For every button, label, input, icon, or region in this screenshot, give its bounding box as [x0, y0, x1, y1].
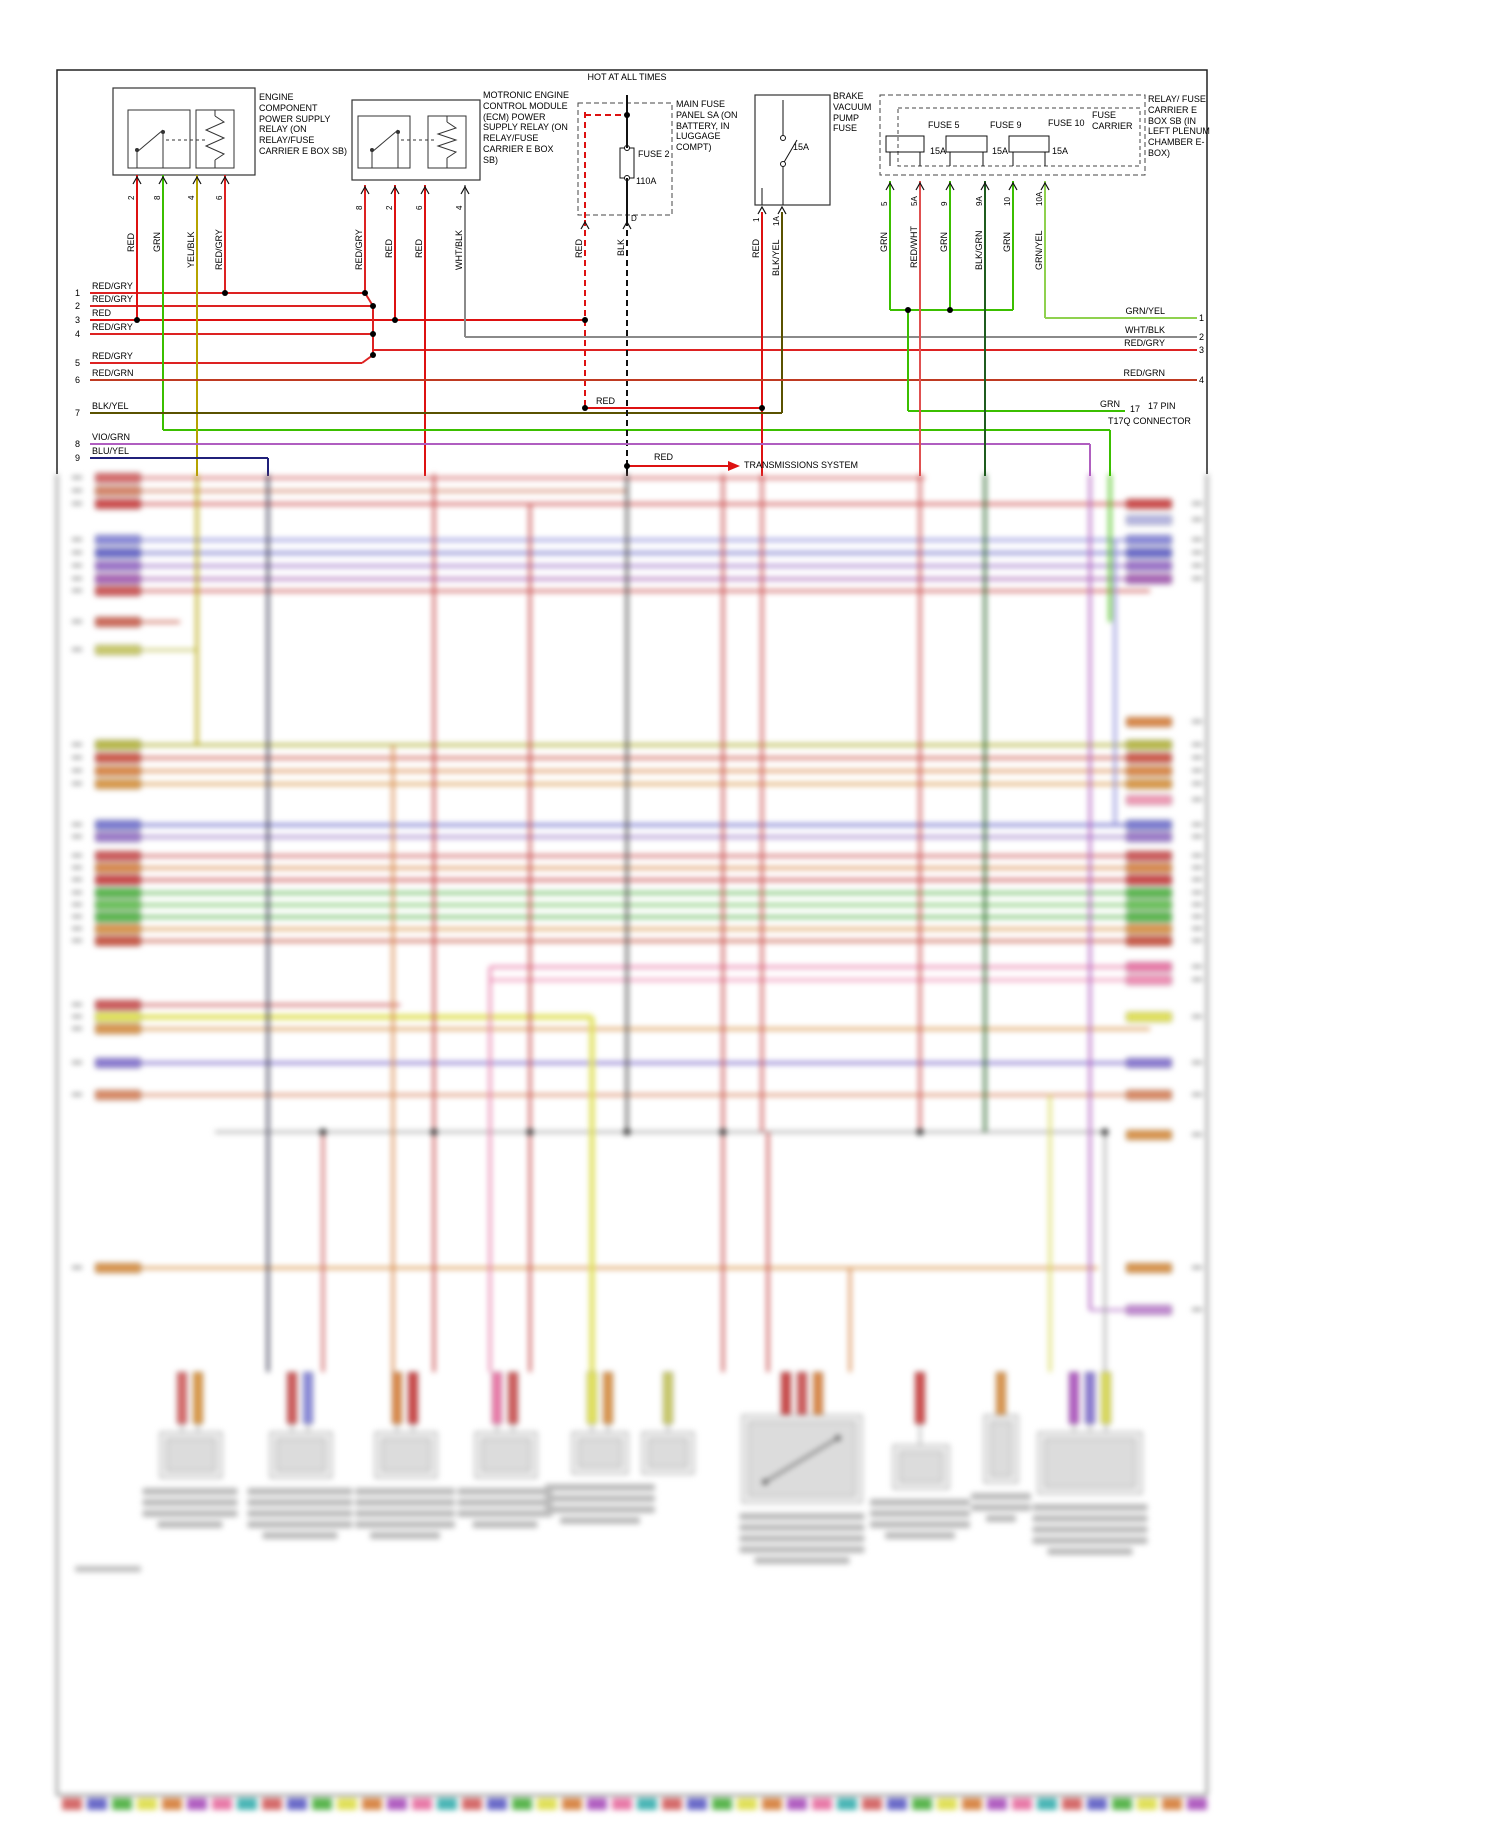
red-transmissions-label: RED	[654, 452, 674, 462]
carrier-pin-10a: 10A	[1035, 191, 1044, 206]
left-pin-8-wire: VIO/GRN	[92, 432, 131, 442]
left-pin-7-wire: BLK/YEL	[92, 401, 129, 411]
left-pin-1-wire: RED/GRY	[92, 281, 133, 291]
ecm-wire-redgry: RED/GRY	[354, 229, 364, 270]
ecm-pin-6: 6	[415, 205, 424, 210]
right-pin-2-number: 2	[1198, 332, 1204, 342]
engine-wire-redgry: RED/GRY	[214, 229, 224, 270]
engine-wire-yelblk: YEL/BLK	[186, 231, 196, 268]
brake-wire-blkyel: BLK/YEL	[771, 239, 781, 276]
left-pin-7-number: 7	[74, 408, 80, 418]
fuse2-name: FUSE 2	[638, 149, 670, 159]
fuse-carrier-inner-label: FUSE CARRIER	[1092, 110, 1133, 131]
left-pin-5-wire: RED/GRY	[92, 351, 133, 361]
brake-pin-1a: 1A	[772, 216, 781, 226]
carrier-wire-redwht: RED/WHT	[909, 226, 919, 268]
left-pin-2-wire: RED/GRY	[92, 294, 133, 304]
connector-17pin-label: 17 PIN	[1148, 401, 1176, 411]
right-pin-1-wire: GRN/YEL	[1125, 306, 1165, 316]
left-pin-9-wire: BLU/YEL	[92, 446, 130, 456]
brake-pin-1: 1	[752, 217, 761, 222]
engine-pin-8: 8	[153, 195, 162, 200]
right-pin-4-wire: RED/GRN	[1123, 368, 1165, 378]
main-fuse-pin-d: D	[631, 214, 637, 223]
right-pin-1-number: 1	[1198, 313, 1204, 323]
engine-relay-label: ENGINE COMPONENT POWER SUPPLY RELAY (ON …	[259, 92, 348, 156]
fuse5-amps: 15A	[930, 146, 947, 156]
ecm-pin-2: 2	[385, 205, 394, 210]
right-pin-3-number: 3	[1198, 345, 1204, 355]
left-pin-9-number: 9	[74, 453, 80, 463]
transmissions-system-label: TRANSMISSIONS SYSTEM	[744, 460, 859, 470]
carrier-pin-5: 5	[880, 201, 889, 206]
carrier-wire-grn3: GRN	[1002, 232, 1012, 252]
ecm-pin-8: 8	[355, 205, 364, 210]
fuse10-amps: 15A	[1052, 146, 1069, 156]
ecm-wire-red1: RED	[384, 238, 394, 258]
engine-pin-2: 2	[127, 195, 136, 200]
right-pin-3-wire: RED/GRY	[1124, 338, 1165, 348]
engine-pin-4: 4	[187, 195, 196, 200]
red-segment-label: RED	[596, 396, 616, 406]
engine-pin-6: 6	[215, 195, 224, 200]
mainfuse-wire-blk: BLK	[616, 238, 626, 256]
carrier-pin-9: 9	[940, 201, 949, 206]
left-pin-3-number: 3	[74, 315, 80, 325]
brake-wire-red: RED	[751, 238, 761, 258]
right-pin-17-wire: GRN	[1100, 399, 1120, 409]
ecm-relay-label: MOTRONIC ENGINE CONTROL MODULE (ECM) POW…	[483, 90, 570, 165]
carrier-pin-5a: 5A	[910, 196, 919, 206]
mainfuse-wire-red: RED	[574, 238, 584, 258]
hot-at-all-times-label: HOT AT ALL TIMES	[587, 72, 667, 82]
connector-t17q-label: T17Q CONNECTOR	[1108, 416, 1191, 426]
brake-fuse-amps: 15A	[793, 142, 810, 152]
ecm-wire-whtblk: WHT/BLK	[454, 229, 464, 270]
fuse10-name: FUSE 10	[1048, 118, 1085, 128]
carrier-wire-grnyel: GRN/YEL	[1034, 230, 1044, 270]
left-pin-1-number: 1	[74, 288, 80, 298]
ecm-wire-red2: RED	[414, 238, 424, 258]
fuse2-amps: 110A	[636, 176, 657, 186]
fuse9-amps: 15A	[992, 146, 1009, 156]
main-fuse-panel-label: MAIN FUSE PANEL SA (ON BATTERY, IN LUGGA…	[676, 99, 738, 153]
carrier-wire-blkgrn: BLK/GRN	[974, 230, 984, 270]
engine-wire-grn: GRN	[152, 232, 162, 252]
fuse9-name: FUSE 9	[990, 120, 1022, 130]
right-pin-2-wire: WHT/BLK	[1124, 325, 1165, 335]
left-pin-8-number: 8	[74, 439, 80, 449]
left-pin-6-wire: RED/GRN	[92, 368, 134, 378]
left-pin-5-number: 5	[74, 358, 80, 368]
carrier-wire-grn1: GRN	[879, 232, 889, 252]
carrier-pin-10: 10	[1003, 197, 1012, 206]
left-pin-4-wire: RED/GRY	[92, 322, 133, 332]
fuse-carrier-label: RELAY/ FUSE CARRIER E BOX SB (IN LEFT PL…	[1148, 94, 1210, 158]
carrier-pin-9a: 9A	[975, 196, 984, 206]
left-pin-4-number: 4	[74, 329, 80, 339]
fuse5-name: FUSE 5	[928, 120, 960, 130]
left-pin-2-number: 2	[74, 301, 80, 311]
ecm-pin-4: 4	[455, 205, 464, 210]
right-pin-17-number: 17	[1129, 404, 1140, 414]
left-pin-3-wire: RED	[92, 308, 112, 318]
left-pin-6-number: 6	[74, 375, 80, 385]
carrier-wire-grn2: GRN	[939, 232, 949, 252]
brake-fuse-label: BRAKE VACUUM PUMP FUSE	[833, 91, 872, 134]
engine-wire-red: RED	[126, 232, 136, 252]
right-pin-4-number: 4	[1198, 375, 1204, 385]
